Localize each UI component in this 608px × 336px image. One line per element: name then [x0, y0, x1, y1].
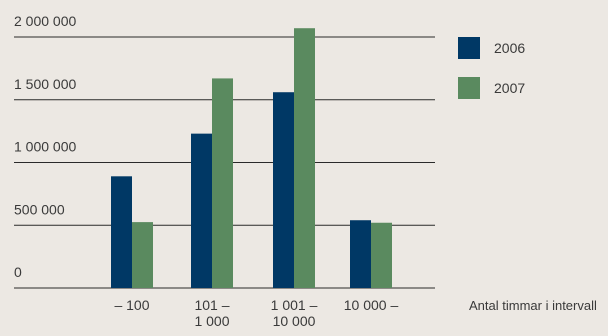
x-category-label-3: 10 000 – [344, 297, 399, 313]
bar-2006-0 [111, 176, 132, 288]
y-tick-label-3: 1 500 000 [14, 76, 76, 92]
y-tick-label-2: 1 000 000 [14, 139, 76, 155]
legend-swatch-2006 [458, 37, 480, 59]
x-category-label-1: 101 –1 000 [194, 297, 229, 329]
legend: 2006 2007 [458, 37, 525, 99]
y-axis-tick-labels: 0 500 000 1 000 000 1 500 000 2 000 000 [14, 13, 76, 280]
bar-2007-1 [212, 78, 233, 288]
x-category-label-line: 1 000 [194, 313, 229, 329]
x-category-label-line: 1 001 – [271, 297, 318, 313]
legend-label-2006: 2006 [494, 40, 525, 56]
x-category-label-line: – 100 [114, 297, 149, 313]
bar-2006-2 [273, 92, 294, 288]
bar-2006-1 [191, 133, 212, 288]
x-category-label-line: 10 000 [273, 313, 316, 329]
y-tick-label-1: 500 000 [14, 201, 65, 217]
bar-2007-0 [132, 222, 153, 288]
y-tick-label-0: 0 [14, 264, 22, 280]
y-tick-label-4: 2 000 000 [14, 13, 76, 29]
bars [111, 28, 392, 289]
x-axis-title: Antal timmar i intervall [469, 298, 597, 313]
legend-label-2007: 2007 [494, 80, 525, 96]
bar-2007-3 [371, 222, 392, 288]
x-category-label-line: 10 000 – [344, 297, 399, 313]
x-axis-category-labels: – 100 101 –1 000 1 001 –10 000 10 000 – [114, 297, 398, 329]
x-category-label-2: 1 001 –10 000 [271, 297, 318, 329]
bar-2006-3 [350, 220, 371, 288]
bar-2007-2 [294, 28, 315, 289]
x-category-label-line: 101 – [194, 297, 229, 313]
x-category-label-0: – 100 [114, 297, 149, 313]
legend-swatch-2007 [458, 77, 480, 99]
